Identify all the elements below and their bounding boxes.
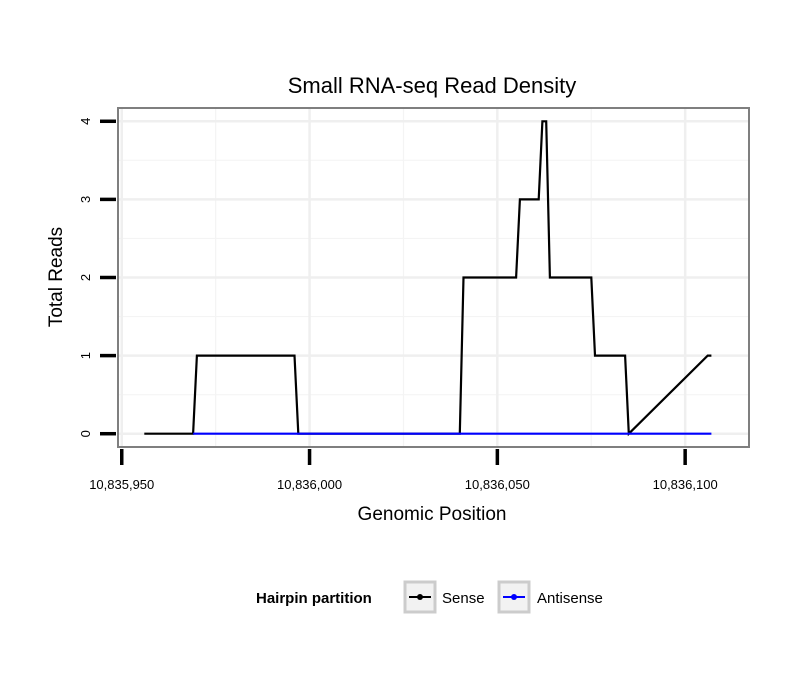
y-tick-label: 0 bbox=[78, 430, 93, 437]
plot-panel bbox=[117, 107, 750, 448]
legend-point-sense bbox=[417, 594, 423, 600]
legend-point-antisense bbox=[511, 594, 517, 600]
y-axis-title: Total Reads bbox=[46, 227, 67, 327]
chart-title: Small RNA-seq Read Density bbox=[288, 73, 577, 98]
y-tick-label: 4 bbox=[78, 118, 93, 125]
series-layer bbox=[144, 120, 712, 437]
legend-label-antisense: Antisense bbox=[537, 590, 603, 607]
legend-key-antisense bbox=[497, 580, 531, 614]
axes: 0 1 2 3 4 10,835,950 10,836,000 10,836,050 10,83… bbox=[78, 118, 718, 492]
legend: Hairpin partition Sense Antisense bbox=[256, 580, 603, 614]
grid bbox=[118, 108, 749, 447]
legend-title: Hairpin partition bbox=[256, 590, 372, 607]
y-tick-label: 2 bbox=[78, 274, 93, 281]
series-line-sense bbox=[144, 120, 712, 437]
legend-label-sense: Sense bbox=[442, 590, 485, 607]
y-tick-label: 1 bbox=[78, 352, 93, 359]
x-axis-title: Genomic Position bbox=[358, 504, 507, 525]
x-tick-label: 10,836,050 bbox=[465, 477, 530, 492]
y-tick-label: 3 bbox=[78, 196, 93, 203]
x-tick-label: 10,836,000 bbox=[277, 477, 342, 492]
x-tick-label: 10,835,950 bbox=[89, 477, 154, 492]
x-tick-label: 10,836,100 bbox=[653, 477, 718, 492]
